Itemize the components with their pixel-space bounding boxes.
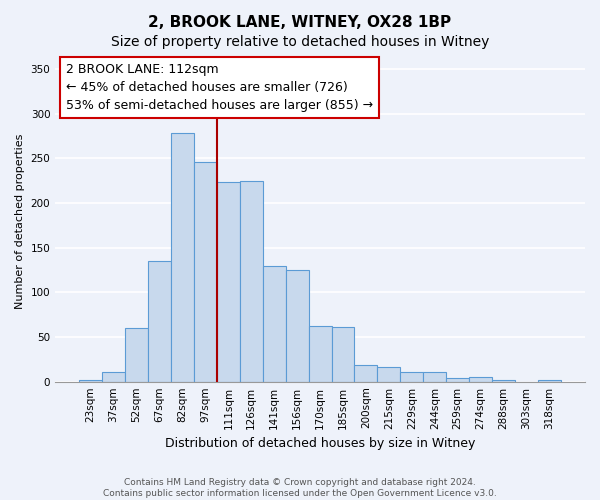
Bar <box>492 380 515 382</box>
Bar <box>400 372 423 382</box>
Bar <box>79 380 102 382</box>
Bar <box>332 327 355 382</box>
Text: 2 BROOK LANE: 112sqm
← 45% of detached houses are smaller (726)
53% of semi-deta: 2 BROOK LANE: 112sqm ← 45% of detached h… <box>66 63 373 112</box>
Bar <box>171 134 194 382</box>
Bar <box>308 326 332 382</box>
Bar <box>194 162 217 382</box>
Bar <box>102 372 125 382</box>
Bar <box>423 372 446 382</box>
Text: 2, BROOK LANE, WITNEY, OX28 1BP: 2, BROOK LANE, WITNEY, OX28 1BP <box>148 15 452 30</box>
Bar <box>538 380 561 382</box>
Bar <box>263 266 286 382</box>
Y-axis label: Number of detached properties: Number of detached properties <box>15 133 25 308</box>
Text: Contains HM Land Registry data © Crown copyright and database right 2024.
Contai: Contains HM Land Registry data © Crown c… <box>103 478 497 498</box>
Bar <box>240 180 263 382</box>
Bar <box>217 182 240 382</box>
Bar <box>446 378 469 382</box>
Bar <box>377 368 400 382</box>
Bar <box>148 261 171 382</box>
Bar <box>125 328 148 382</box>
X-axis label: Distribution of detached houses by size in Witney: Distribution of detached houses by size … <box>165 437 475 450</box>
Text: Size of property relative to detached houses in Witney: Size of property relative to detached ho… <box>111 35 489 49</box>
Bar <box>469 377 492 382</box>
Bar <box>286 270 308 382</box>
Bar <box>355 364 377 382</box>
